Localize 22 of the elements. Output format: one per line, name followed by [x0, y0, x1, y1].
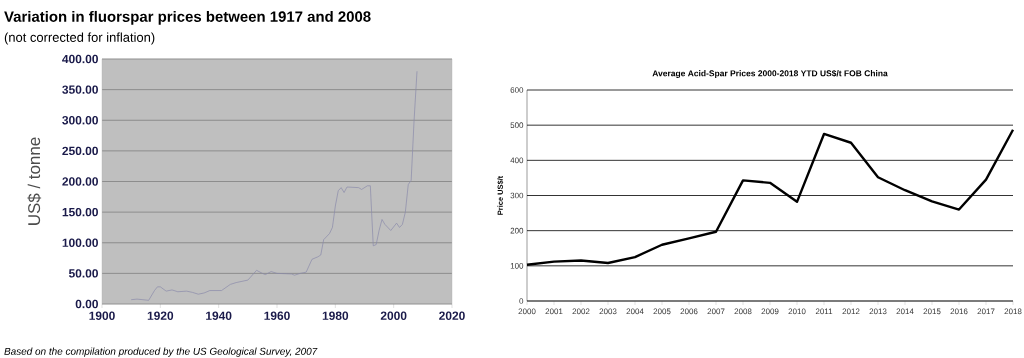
x-tick-label: 1900 [89, 311, 115, 320]
chart-title: Variation in fluorspar prices between 1917 and 2008 [4, 10, 371, 25]
x-tick-label: 2000 [380, 311, 407, 320]
y-tick-label: 200.00 [62, 177, 98, 186]
x-tick-label: 1980 [322, 311, 349, 320]
line-series [130, 70, 418, 301]
x-tick-label: 1940 [206, 311, 232, 320]
y-tick-label: 150.00 [62, 207, 98, 217]
text: Based on the compilation produced by the US Geological Survey, 2007 [4, 347, 318, 357]
y-tick-label: 300.00 [62, 116, 98, 125]
y-tick-label: 0.00 [75, 299, 98, 309]
chart-title: Average Acid-Spar Prices 2000-2018 YTD US$/t FOB China [652, 69, 888, 79]
chart-subtitle: (not corrected for inflation) [4, 32, 155, 45]
y-tick-label: 400.00 [62, 54, 98, 64]
y-tick-label: 250.00 [62, 146, 98, 156]
y-tick-label: 100.00 [62, 238, 98, 247]
x-tick-label: 1920 [147, 311, 174, 320]
x-tick-label: 2020 [439, 311, 465, 320]
y-axis-title: US$ / tonne [27, 137, 42, 225]
y-tick-label: 350.00 [62, 85, 98, 94]
x-tick-label: 1960 [264, 311, 290, 320]
y-tick-label: 50.00 [68, 269, 98, 278]
